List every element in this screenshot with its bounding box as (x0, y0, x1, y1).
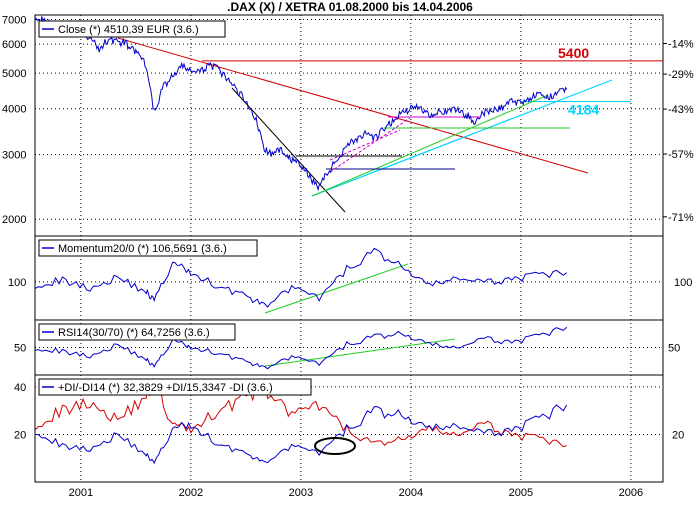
legend-box-close (38, 20, 226, 38)
x-tick-label: 2005 (509, 487, 533, 499)
legend-box-rsi (38, 323, 236, 341)
x-tick-label: 2001 (69, 487, 93, 499)
di-tick-left: 20 (14, 429, 26, 441)
legend-label-momentum: Momentum20/0 (*) 106,5691 (3.6.) (58, 243, 227, 255)
y-tick-label-right: -43% (668, 104, 694, 116)
series-momentum-line (34, 247, 568, 308)
reference-label-5400: 5400 (558, 45, 589, 61)
momentum-trendline (264, 263, 409, 314)
x-tick-label: 2006 (619, 487, 643, 499)
di-tick-left: 40 (14, 382, 26, 394)
x-tick-label: 2004 (399, 487, 423, 499)
series-close-line (34, 16, 568, 192)
legend-label-close: Close (*) 4510,39 EUR (3.6.) (58, 24, 199, 36)
panel-frame-4 (34, 374, 664, 483)
trendline-red (117, 37, 589, 174)
x-tick-label: 2003 (289, 487, 313, 499)
y-tick-label-left: 3000 (2, 150, 26, 162)
y-tick-label-left: 7000 (2, 14, 26, 26)
trendline-black (231, 87, 346, 213)
fib-dash-1 (329, 117, 411, 173)
rsi-tick-left: 50 (14, 343, 26, 355)
y-tick-label-left: 2000 (2, 214, 26, 226)
momentum-tick-right: 100 (674, 277, 692, 289)
di-crossover-ellipse (314, 437, 356, 455)
momentum-tick-left: 100 (8, 277, 26, 289)
y-tick-label-right: -57% (668, 149, 694, 161)
legend-label-di: +DI/-DI14 (*) 32,3829 +DI/15,3347 -DI (3… (58, 382, 273, 394)
y-tick-label-left: 5000 (2, 68, 26, 80)
y-tick-label-right: -71% (668, 212, 694, 224)
reference-label-4184: 4184 (568, 102, 599, 118)
trendline-cyan (311, 79, 613, 197)
di-tick-right: 20 (672, 429, 684, 441)
y-tick-label-right: -29% (668, 69, 694, 81)
series-plus-di-line (34, 404, 568, 465)
x-tick-label: 2002 (179, 487, 203, 499)
fib-dash-2 (329, 129, 401, 161)
series-rsi-line (34, 326, 568, 370)
rsi-trendline (264, 338, 456, 367)
y-tick-label-left: 6000 (2, 39, 26, 51)
rsi-tick-right: 50 (668, 343, 680, 355)
legend-box-momentum (38, 239, 258, 257)
legend-label-rsi: RSI14(30/70) (*) 64,7256 (3.6.) (58, 327, 210, 339)
legend-box-di (38, 378, 312, 396)
y-tick-label-right: -14% (668, 39, 694, 51)
trendline-green (311, 94, 549, 197)
chart-title: .DAX (X) / XETRA 01.08.2000 bis 14.04.20… (227, 0, 473, 14)
y-tick-label-left: 4000 (2, 104, 26, 116)
